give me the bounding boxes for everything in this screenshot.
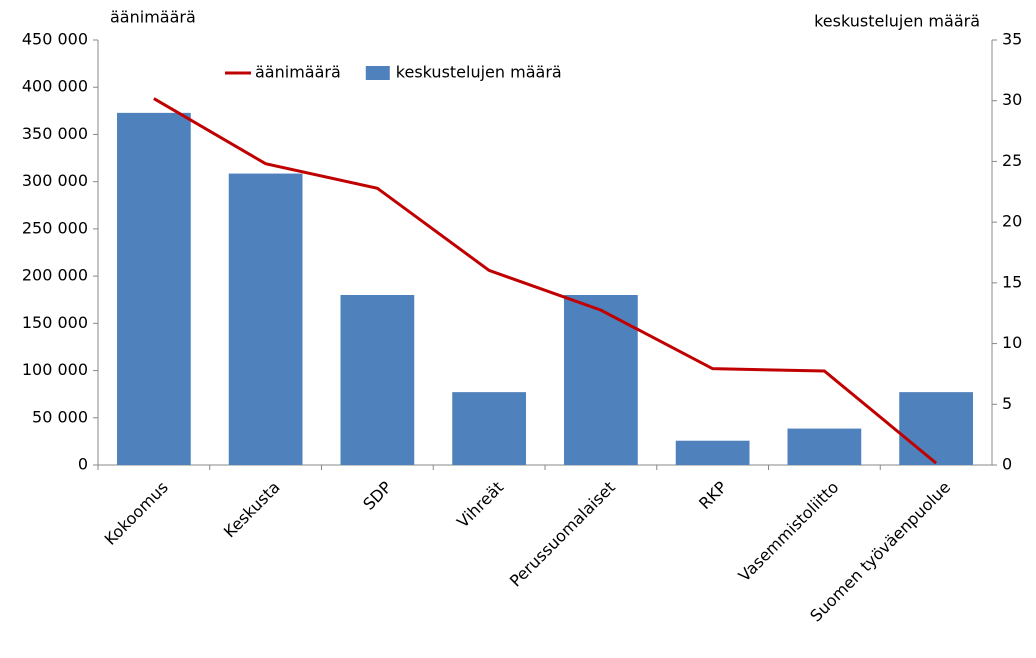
- y-tick-label: 250 000: [22, 218, 88, 237]
- y-tick-label: 450 000: [22, 30, 88, 49]
- y-axis-title: äänimäärä: [110, 8, 196, 27]
- y2-tick-label: 20: [1002, 212, 1022, 231]
- x-tick-label: Keskusta: [220, 478, 284, 542]
- line: [153, 97, 938, 465]
- x-tick-label: RKP: [695, 477, 731, 513]
- y-tick-label: 300 000: [22, 171, 88, 190]
- bar: [340, 295, 415, 465]
- legend-swatch: [365, 66, 390, 80]
- bar: [899, 392, 974, 465]
- y-tick-label: 100 000: [22, 360, 88, 379]
- y2-axis-title: keskustelujen määrä: [814, 12, 980, 31]
- y2-tick-label: 30: [1002, 90, 1022, 109]
- legend-label: äänimäärä: [255, 63, 341, 82]
- bar: [116, 112, 191, 465]
- y-tick-label: 0: [78, 455, 88, 474]
- y-tick-label: 150 000: [22, 313, 88, 332]
- y-tick-label: 400 000: [22, 77, 88, 96]
- y2-tick-label: 0: [1002, 455, 1012, 474]
- bar: [563, 295, 638, 465]
- y2-tick-label: 5: [1002, 394, 1012, 413]
- x-tick-label: SDP: [359, 477, 395, 513]
- y-tick-label: 50 000: [32, 407, 88, 426]
- legend-label: keskustelujen määrä: [396, 63, 562, 82]
- bar: [228, 173, 303, 466]
- y2-tick-label: 35: [1002, 30, 1022, 49]
- x-tick-label: Vasemmistoliitto: [735, 478, 843, 586]
- y2-tick-label: 15: [1002, 272, 1022, 291]
- x-tick-label: Vihreät: [453, 478, 507, 532]
- y2-tick-label: 10: [1002, 333, 1022, 352]
- x-tick-label: Kokoomus: [101, 478, 172, 549]
- bar: [787, 428, 862, 465]
- y2-tick-label: 25: [1002, 151, 1022, 170]
- y-tick-label: 350 000: [22, 124, 88, 143]
- x-tick-label: Perussuomalaiset: [506, 478, 619, 591]
- bar: [452, 392, 527, 465]
- y-tick-label: 200 000: [22, 266, 88, 285]
- bar: [675, 440, 750, 465]
